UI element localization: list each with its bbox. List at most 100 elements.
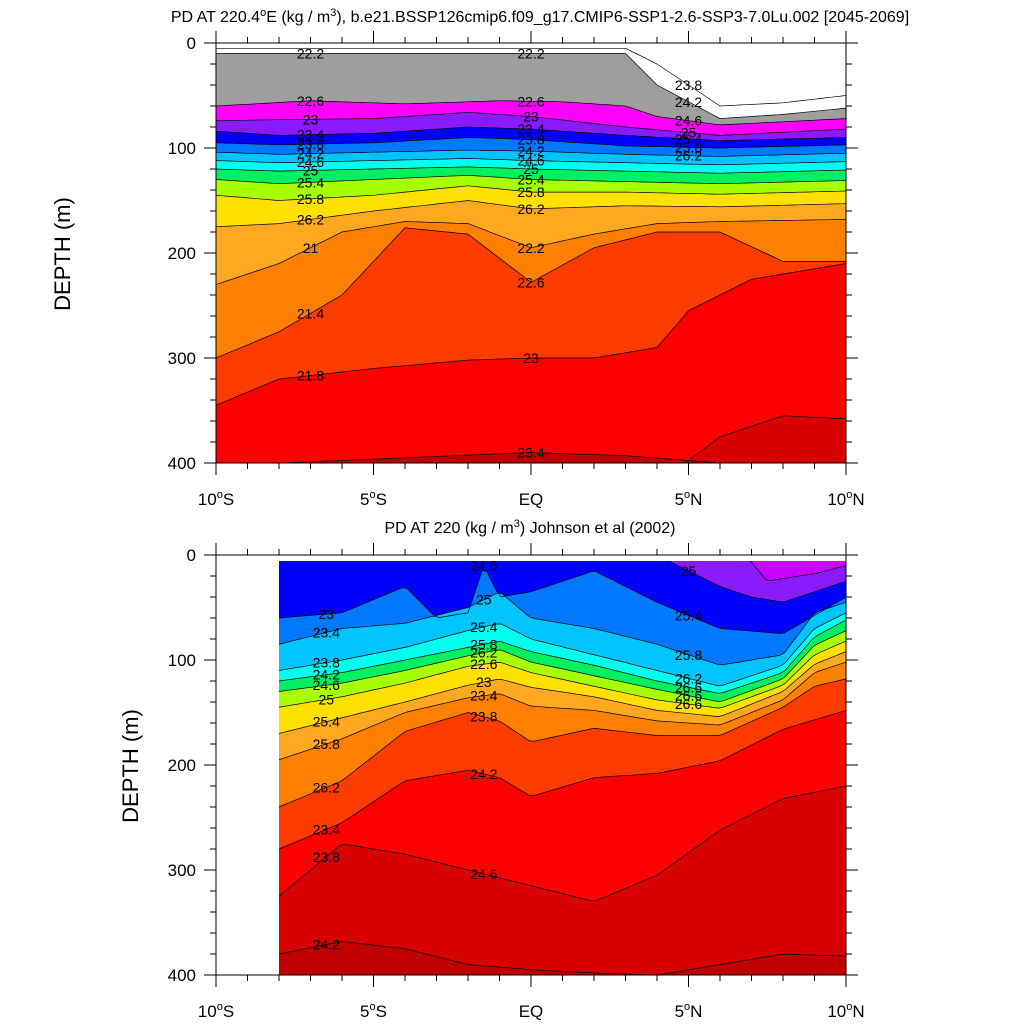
x-tick-label: EQ (519, 490, 544, 509)
contour-label: 23 (476, 674, 492, 690)
contour-label: 22.2 (517, 46, 544, 62)
contour-label: 22.6 (517, 93, 544, 109)
contour-line (216, 53, 846, 119)
y-tick-label: 400 (168, 966, 196, 985)
contour-label: 23.4 (470, 688, 497, 704)
contour-label: 24.2 (313, 667, 340, 683)
contour-line (216, 137, 846, 149)
contour-label: 24.2 (470, 766, 497, 782)
y-tick-label: 200 (168, 756, 196, 775)
y-tick-label: 0 (187, 34, 196, 53)
contour-label: 23.8 (313, 849, 340, 865)
contour-label: 24.6 (470, 866, 497, 882)
contour-label: 24.6 (297, 154, 324, 170)
x-tick-label: 10oN (827, 1001, 864, 1021)
contour-label: 25.4 (675, 607, 702, 623)
contour-label: 25 (318, 691, 334, 707)
contour-line (216, 263, 846, 406)
contour-line (279, 710, 846, 850)
contour-label: 26.6 (675, 696, 702, 712)
contour-label: 23 (523, 109, 539, 125)
contour-label: 23.4 (313, 821, 340, 837)
contour-line (279, 651, 846, 734)
x-tick-label: 5oN (675, 489, 703, 509)
contour-label: 23.8 (517, 132, 544, 148)
contour-line (279, 661, 846, 761)
y-tick-label: 0 (187, 546, 196, 565)
contour-label: 25.4 (517, 172, 544, 188)
contour-line (216, 126, 846, 142)
contour-label: 26.2 (675, 148, 702, 164)
contour-label: 23.4 (517, 445, 544, 461)
contour-label: 26.2 (297, 211, 324, 227)
contour-line (279, 612, 846, 687)
contour-line (216, 185, 846, 201)
x-tick-label: 5oS (360, 489, 387, 509)
contour-label: 21 (303, 240, 319, 256)
top-x-axis: 10oS 5oS EQ 5oN 10oN (198, 31, 865, 509)
contour-line (216, 219, 846, 285)
contour-label: 25.4 (675, 131, 702, 147)
contour-label: 26.2 (470, 645, 497, 661)
contour-line (216, 166, 846, 174)
contour-label: 24.2 (313, 937, 340, 953)
contour-label: 25 (681, 125, 697, 141)
contour-label: 25.4 (297, 174, 324, 190)
contour-label: 23.8 (675, 77, 702, 93)
x-tick-label: 5oS (360, 1001, 387, 1021)
x-tick-label: 10oS (198, 1001, 234, 1021)
contour-line (216, 149, 846, 157)
contour-band (279, 786, 846, 975)
contour-line (216, 174, 846, 185)
contour-line (216, 227, 846, 359)
contour-label: 26.2 (675, 670, 702, 686)
x-tick-label: 10oN (827, 489, 864, 509)
contour-label: 23.8 (297, 136, 324, 152)
contour-label: 24.6 (675, 113, 702, 129)
contour-line (279, 785, 846, 902)
contour-label: 25 (303, 162, 319, 178)
contour-label: 25 (476, 592, 492, 608)
contour-label: 25.8 (675, 139, 702, 155)
contour-line (216, 111, 846, 136)
contour-line (684, 415, 846, 463)
bottom-title: PD AT 220 (kg / m3) Johnson et al (2002) (384, 518, 675, 537)
contour-line (279, 678, 846, 808)
contour-label: 24.6 (470, 558, 497, 574)
contour-label: 25 (523, 161, 539, 177)
contour-label: 23 (523, 350, 539, 366)
contour-band (279, 941, 846, 975)
top-y-axis-label: DEPTH (m) (50, 197, 75, 311)
contour-label: 23.4 (517, 121, 544, 137)
contour-label: 25.4 (470, 619, 497, 635)
contour-line (216, 158, 846, 166)
contour-label: 24.2 (675, 94, 702, 110)
y-tick-label: 400 (168, 454, 196, 473)
bottom-plot-area: 2323.423.824.224.62525.425.826.223.423.8… (215, 554, 847, 976)
contour-label: 26.6 (675, 688, 702, 704)
contour-label: 23 (318, 606, 334, 622)
contour-line (216, 100, 846, 126)
bottom-x-axis: 10oS 5oS EQ 5oN 10oN (198, 543, 865, 1021)
contour-label: 24.6 (313, 677, 340, 693)
contour-line (216, 48, 846, 107)
y-tick-label: 100 (168, 651, 196, 670)
top-plot-area: 22.222.62323.423.824.224.62525.425.826.2… (215, 42, 847, 464)
contour-line (279, 630, 846, 703)
contour-label: 23 (303, 111, 319, 127)
contour-label: 21.8 (297, 368, 324, 384)
bottom-y-axis: 0 100 200 300 400 (168, 546, 858, 985)
contour-label: 22.6 (297, 93, 324, 109)
contour-label: 22.2 (297, 46, 324, 62)
bottom-panel: PD AT 220 (kg / m3) Johnson et al (2002)… (118, 518, 865, 1021)
contour-label: 23.8 (313, 655, 340, 671)
top-panel: PD AT 220.4oE (kg / m3), b.e21.BSSP126cm… (50, 7, 909, 509)
contour-label: 23.4 (297, 127, 324, 143)
contour-label: 26.6 (675, 679, 702, 695)
contour-band (216, 452, 846, 463)
contour-line (749, 561, 846, 582)
contour-band (685, 415, 846, 463)
contour-line (668, 561, 846, 603)
y-tick-label: 100 (168, 139, 196, 158)
